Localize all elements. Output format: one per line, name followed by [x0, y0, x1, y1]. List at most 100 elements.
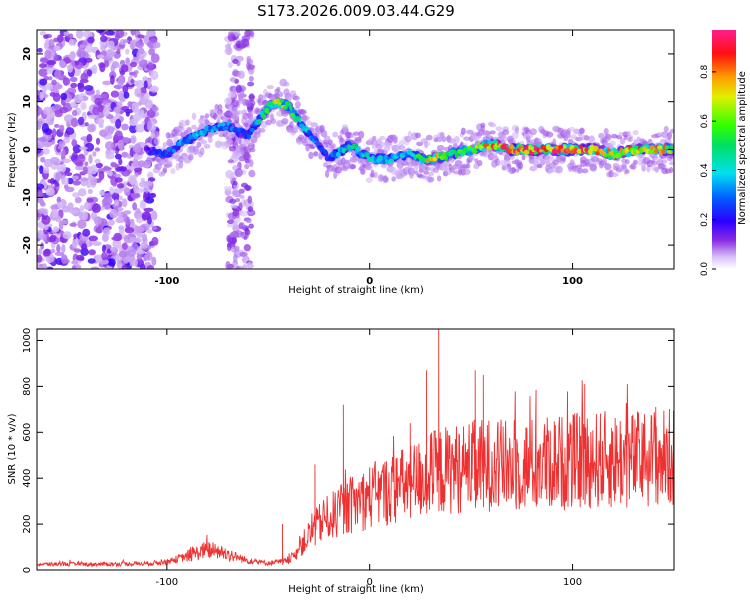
spectrogram-cell	[147, 171, 154, 180]
spectrogram-cell	[95, 137, 101, 145]
spectrogram-cell	[143, 80, 148, 89]
spectrogram-cell	[232, 220, 238, 226]
spectrogram-cell	[221, 141, 229, 150]
spectrogram-cell	[227, 91, 236, 99]
spectrogram-cell	[220, 116, 226, 121]
spectrogram-cell	[232, 58, 239, 64]
spectrogram-cell	[110, 246, 118, 253]
spectrogram-cell	[106, 49, 114, 58]
spectrogram-cell	[84, 161, 89, 167]
spectrogram-cell	[235, 197, 241, 203]
spectrogram-cell	[165, 154, 172, 158]
spectrogram-cell	[536, 164, 543, 169]
spectrogram-cell	[233, 113, 240, 121]
spectrogram-cell	[100, 35, 108, 43]
spectrogram-cell	[105, 141, 114, 151]
spectrogram-cell	[228, 61, 233, 68]
spectrogram-cell	[248, 169, 256, 178]
spectrogram-cell	[663, 125, 669, 133]
spectrogram-cell	[664, 145, 670, 150]
spectrogram-cell	[226, 242, 232, 252]
spectrogram-cell	[373, 171, 379, 179]
spectrogram-cell	[82, 30, 93, 38]
spectrogram-cell	[61, 219, 69, 225]
spectrogram-cell	[144, 99, 153, 110]
spectrogram-cell	[335, 151, 341, 157]
spectrogram-cell	[248, 144, 253, 150]
spectrogram-cell	[266, 85, 274, 90]
spectrogram-cell	[232, 223, 240, 233]
spectrogram-cell	[454, 160, 463, 167]
spectrogram-cell	[51, 79, 57, 86]
spectrogram-cell	[149, 38, 157, 43]
spectrogram-cell	[216, 109, 224, 115]
spectrogram-cell	[132, 113, 141, 122]
spectrogram-cell	[143, 191, 148, 202]
spectrogram-cell	[63, 57, 72, 64]
spectrogram-cell	[137, 245, 143, 255]
spectrogram-cell	[463, 136, 471, 141]
spectrogram-cell	[102, 166, 112, 171]
spectrogram-cell	[223, 185, 233, 191]
spectrogram-cell	[70, 101, 78, 109]
spectrogram-cell	[358, 130, 365, 139]
spectrogram-cell	[370, 140, 378, 146]
spectrogram-cell	[71, 265, 77, 269]
spectrogram-cell	[88, 154, 93, 164]
spectrogram-cell	[50, 204, 60, 211]
spectrogram-cell	[43, 225, 49, 231]
spectrogram-cell	[64, 186, 75, 193]
y-tick-label: 20	[22, 47, 33, 61]
spectrogram-cell	[37, 137, 47, 142]
y-tick-label: -20	[22, 236, 33, 254]
spectrogram-cell	[39, 78, 48, 86]
spectrogram-cell	[232, 208, 240, 217]
colorbar-tick-label: 0.6	[700, 114, 710, 129]
spectrogram-cell	[116, 48, 121, 55]
spectrogram-cell	[245, 99, 252, 108]
spectrogram-cell	[90, 164, 98, 175]
spectrogram-cell	[72, 192, 80, 198]
spectrogram-cell	[226, 137, 233, 146]
spectrogram-cell	[87, 258, 96, 264]
spectrogram-cell	[82, 210, 88, 221]
spectrogram-cell	[101, 244, 107, 253]
spectrogram-cell	[79, 44, 85, 49]
spectrogram-cell	[74, 94, 84, 104]
spectrogram-cell	[484, 131, 492, 136]
spectrogram-cell	[98, 170, 105, 181]
spectrogram-cell	[199, 147, 205, 156]
spectrogram-cell	[204, 113, 210, 119]
spectrogram-cell	[91, 203, 101, 214]
spectrogram-cell	[139, 199, 147, 210]
spectrogram-cell	[128, 178, 137, 185]
spectrogram-cell	[334, 166, 343, 174]
spectrogram-cell	[509, 143, 514, 150]
spectrogram-cell	[289, 121, 294, 128]
spectrogram-cell	[656, 145, 663, 150]
spectrogram-cell	[225, 261, 231, 269]
spectrogram-cell	[653, 149, 659, 154]
spectrogram-cell	[226, 223, 234, 228]
spectrogram-cell	[624, 169, 630, 174]
spectrogram-cell	[132, 237, 142, 243]
spectrogram-cell	[82, 228, 91, 237]
spectrogram-cell	[116, 183, 125, 189]
spectrogram-cell	[56, 243, 61, 254]
spectrogram-cell	[473, 136, 480, 142]
spectrogram-cell	[37, 191, 44, 198]
spectrogram-cell	[259, 127, 266, 133]
y-tick-label: 600	[22, 423, 33, 442]
spectrogram-cell	[86, 69, 93, 77]
spectrogram-y-label: Frequency (Hz)	[7, 112, 18, 188]
spectrogram-cell	[70, 117, 78, 128]
spectrogram-cell	[102, 227, 111, 237]
spectrogram-cell	[123, 91, 130, 99]
spectrogram-cell	[298, 109, 307, 115]
spectrogram-cell	[71, 139, 78, 147]
spectrogram-cell	[609, 140, 616, 147]
spectrogram-cell	[78, 211, 84, 220]
spectrogram-cell	[113, 106, 121, 114]
spectrogram-cell	[243, 235, 248, 241]
spectrogram-cell	[37, 106, 43, 116]
